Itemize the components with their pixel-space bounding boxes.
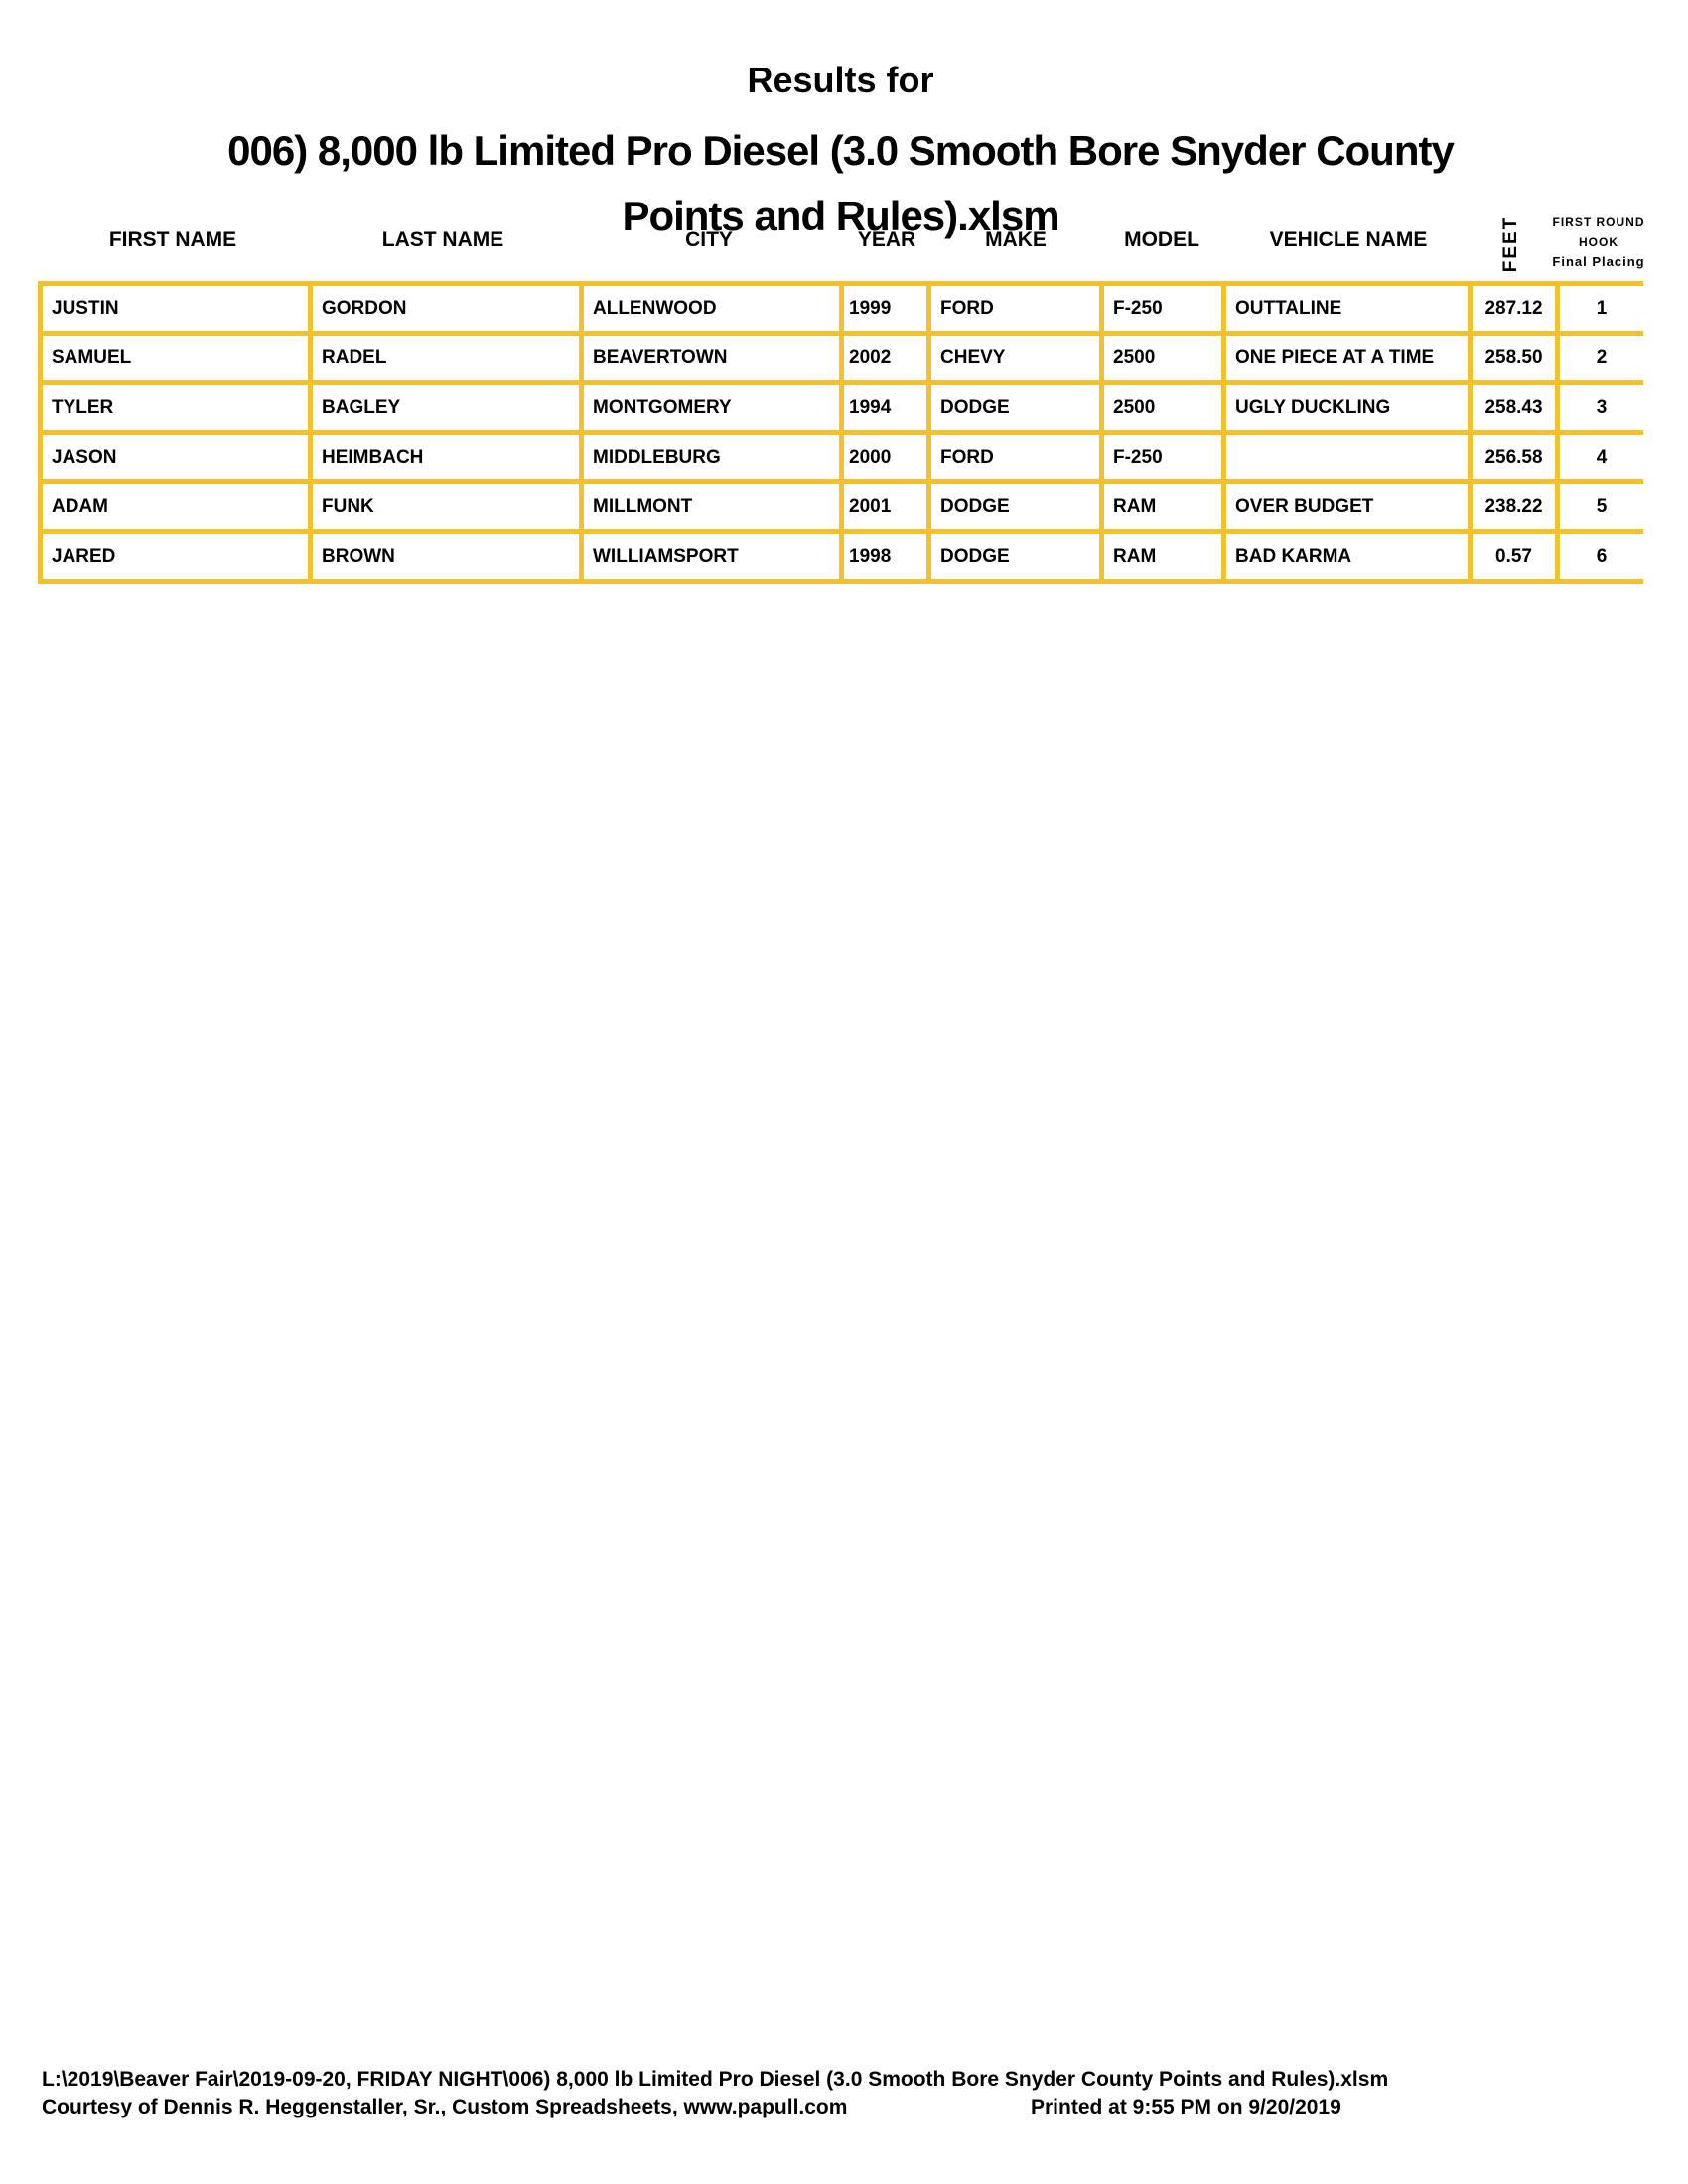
cell-model: 2500	[1099, 336, 1221, 380]
cell-feet: 287.12	[1468, 286, 1555, 331]
cell-vehicle-name: UGLY DUCKLING	[1221, 385, 1468, 430]
table-row: TYLER BAGLEY MONTGOMERY 1994 DODGE 2500 …	[38, 385, 1643, 435]
footer-courtesy: Courtesy of Dennis R. Heggenstaller, Sr.…	[42, 2096, 848, 2118]
cell-model: F-250	[1099, 286, 1221, 331]
cell-first-name: SAMUEL	[38, 336, 308, 380]
cell-first-name: TYLER	[38, 385, 308, 430]
report-title-line3: Points and Rules).xlsm	[622, 193, 1059, 239]
cell-first-name: ADAM	[38, 484, 308, 529]
cell-make: FORD	[926, 286, 1099, 331]
cell-last-name: HEIMBACH	[308, 435, 579, 479]
cell-make: CHEVY	[926, 336, 1099, 380]
results-table: JUSTIN GORDON ALLENWOOD 1999 FORD F-250 …	[38, 281, 1643, 584]
cell-year: 2001	[839, 484, 926, 529]
cell-placing: 4	[1555, 435, 1643, 479]
cell-placing: 2	[1555, 336, 1643, 380]
cell-feet: 0.57	[1468, 534, 1555, 579]
table-row: SAMUEL RADEL BEAVERTOWN 2002 CHEVY 2500 …	[38, 336, 1643, 385]
cell-last-name: GORDON	[308, 286, 579, 331]
cell-feet: 258.50	[1468, 336, 1555, 380]
cell-year: 2000	[839, 435, 926, 479]
cell-last-name: RADEL	[308, 336, 579, 380]
cell-model: RAM	[1099, 534, 1221, 579]
cell-vehicle-name: OVER BUDGET	[1221, 484, 1468, 529]
cell-vehicle-name	[1221, 435, 1468, 479]
cell-feet: 256.58	[1468, 435, 1555, 479]
cell-first-name: JARED	[38, 534, 308, 579]
cell-city: MONTGOMERY	[579, 385, 839, 430]
cell-make: DODGE	[926, 484, 1099, 529]
cell-vehicle-name: BAD KARMA	[1221, 534, 1468, 579]
column-header-first-name: FIRST NAME	[108, 228, 237, 251]
cell-vehicle-name: OUTTALINE	[1221, 286, 1468, 331]
cell-city: BEAVERTOWN	[579, 336, 839, 380]
column-header-vehicle-name: VEHICLE NAME	[1269, 228, 1428, 251]
cell-first-name: JASON	[38, 435, 308, 479]
report-title-line2: 006) 8,000 lb Limited Pro Diesel (3.0 Sm…	[227, 127, 1455, 174]
cell-city: MILLMONT	[579, 484, 839, 529]
placing-header-line3: Final Placing	[1552, 254, 1645, 269]
cell-city: WILLIAMSPORT	[579, 534, 839, 579]
cell-make: FORD	[926, 435, 1099, 479]
placing-header-line1: FIRST ROUND	[1552, 215, 1645, 229]
table-row: JARED BROWN WILLIAMSPORT 1998 DODGE RAM …	[38, 534, 1643, 584]
column-header-placing: FIRST ROUND HOOK Final Placing	[1552, 212, 1644, 272]
cell-model: F-250	[1099, 435, 1221, 479]
cell-model: 2500	[1099, 385, 1221, 430]
cell-last-name: BAGLEY	[308, 385, 579, 430]
footer-printed-info: Printed at 9:55 PM on 9/20/2019	[1031, 2096, 1341, 2118]
table-row: JASON HEIMBACH MIDDLEBURG 2000 FORD F-25…	[38, 435, 1643, 484]
column-header-last-name: LAST NAME	[381, 228, 504, 251]
column-header-model: MODEL	[1124, 228, 1199, 251]
cell-placing: 6	[1555, 534, 1643, 579]
cell-year: 2002	[839, 336, 926, 380]
column-header-feet: FEET	[1500, 215, 1521, 273]
footer-file-path: L:\2019\Beaver Fair\2019-09-20, FRIDAY N…	[42, 2068, 1389, 2091]
placing-header-line2: HOOK	[1579, 235, 1618, 249]
cell-first-name: JUSTIN	[38, 286, 308, 331]
table-row: ADAM FUNK MILLMONT 2001 DODGE RAM OVER B…	[38, 484, 1643, 534]
report-title-line1: Results for	[747, 60, 934, 100]
cell-city: ALLENWOOD	[579, 286, 839, 331]
cell-year: 1994	[839, 385, 926, 430]
cell-vehicle-name: ONE PIECE AT A TIME	[1221, 336, 1468, 380]
cell-year: 1999	[839, 286, 926, 331]
cell-make: DODGE	[926, 534, 1099, 579]
cell-year: 1998	[839, 534, 926, 579]
cell-feet: 238.22	[1468, 484, 1555, 529]
cell-placing: 1	[1555, 286, 1643, 331]
column-header-year: YEAR	[857, 228, 916, 251]
table-row: JUSTIN GORDON ALLENWOOD 1999 FORD F-250 …	[38, 286, 1643, 336]
cell-placing: 3	[1555, 385, 1643, 430]
cell-last-name: FUNK	[308, 484, 579, 529]
cell-feet: 258.43	[1468, 385, 1555, 430]
cell-last-name: BROWN	[308, 534, 579, 579]
cell-placing: 5	[1555, 484, 1643, 529]
column-header-make: MAKE	[985, 228, 1047, 251]
cell-city: MIDDLEBURG	[579, 435, 839, 479]
cell-make: DODGE	[926, 385, 1099, 430]
column-header-city: CITY	[685, 228, 733, 251]
cell-model: RAM	[1099, 484, 1221, 529]
